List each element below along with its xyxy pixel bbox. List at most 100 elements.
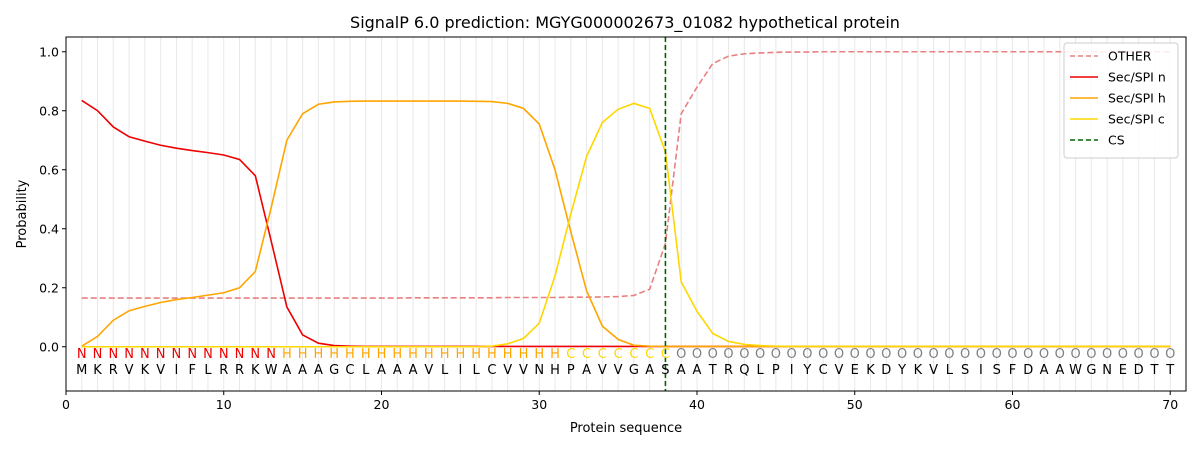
residue-label: R	[724, 363, 733, 378]
residue-label: W	[265, 363, 278, 378]
residue-label: K	[251, 363, 260, 378]
residue-label: K	[93, 363, 102, 378]
legend-label: Sec/SPI c	[1108, 112, 1165, 127]
annotation-label: O	[1165, 347, 1175, 362]
residue-label: V	[125, 363, 134, 378]
annotation-label: O	[802, 347, 812, 362]
residue-label: Q	[739, 363, 749, 378]
y-axis-label: Probability	[15, 179, 30, 248]
residue-label: A	[693, 363, 702, 378]
annotation-label: O	[960, 347, 970, 362]
residue-label: A	[1040, 363, 1049, 378]
legend-box	[1063, 42, 1179, 159]
annotation-label: N	[140, 347, 150, 362]
residue-label: G	[329, 363, 339, 378]
residue-label: H	[550, 363, 560, 378]
annotation-label: O	[771, 347, 781, 362]
residue-label: W	[1069, 363, 1082, 378]
legend-label: CS	[1108, 133, 1125, 148]
annotation-label: O	[818, 347, 828, 362]
annotation-label: H	[329, 347, 339, 362]
residue-label: L	[441, 363, 449, 378]
annotation-label: H	[440, 347, 450, 362]
legend-label: Sec/SPI n	[1108, 70, 1166, 85]
annotation-label: C	[582, 347, 591, 362]
residue-label: A	[582, 363, 591, 378]
residue-label: K	[141, 363, 150, 378]
annotation-label: O	[1118, 347, 1128, 362]
residue-label: I	[175, 363, 179, 378]
residue-label: D	[881, 363, 891, 378]
annotation-label: C	[645, 347, 654, 362]
annotation-label: H	[550, 347, 560, 362]
residue-label: A	[377, 363, 386, 378]
annotation-label: O	[1055, 347, 1065, 362]
residue-label: I	[790, 363, 794, 378]
y-axis: 0.0 0.2 0.4 0.6 0.8 1.0	[39, 44, 66, 354]
y-tick-label: 1.0	[39, 44, 59, 59]
annotation-label: N	[172, 347, 182, 362]
annotation-label: C	[598, 347, 607, 362]
residue-label: F	[188, 363, 195, 378]
annotation-label: O	[1039, 347, 1049, 362]
annotation-label: O	[676, 347, 686, 362]
annotation-label: H	[534, 347, 544, 362]
annotation-label: H	[298, 347, 308, 362]
residue-label: C	[487, 363, 496, 378]
residue-label: R	[109, 363, 118, 378]
annotation-label: N	[250, 347, 260, 362]
annotation-label: H	[361, 347, 371, 362]
annotation-label: O	[881, 347, 891, 362]
annotation-label: O	[834, 347, 844, 362]
legend: OTHER Sec/SPI n Sec/SPI h Sec/SPI c CS	[1063, 42, 1179, 159]
annotation-label: H	[345, 347, 355, 362]
residue-label: A	[1055, 363, 1064, 378]
x-tick-label: 70	[1162, 397, 1178, 412]
residue-label: V	[424, 363, 433, 378]
residue-label: I	[458, 363, 462, 378]
residue-label: A	[677, 363, 686, 378]
annotation-label: H	[282, 347, 292, 362]
residue-label: C	[819, 363, 828, 378]
residue-label: A	[298, 363, 307, 378]
residue-label: N	[534, 363, 544, 378]
y-tick-label: 0.2	[39, 280, 59, 295]
residue-label: K	[866, 363, 875, 378]
residue-label: L	[362, 363, 370, 378]
annotation-label: N	[124, 347, 134, 362]
annotation-label: H	[503, 347, 513, 362]
annotation-label: H	[314, 347, 324, 362]
x-tick-label: 50	[847, 397, 863, 412]
y-tick-label: 0.6	[39, 162, 59, 177]
residue-label: T	[1149, 363, 1158, 378]
residue-label: S	[961, 363, 969, 378]
annotation-label: O	[692, 347, 702, 362]
annotation-label: C	[629, 347, 638, 362]
residue-label: T	[708, 363, 717, 378]
residue-label: D	[1134, 363, 1144, 378]
residue-label: E	[851, 363, 859, 378]
residue-label: S	[993, 363, 1001, 378]
annotation-label: H	[392, 347, 402, 362]
legend-label: Sec/SPI h	[1108, 91, 1166, 106]
annotation-label: O	[1134, 347, 1144, 362]
residue-label: K	[914, 363, 923, 378]
annotation-label: O	[913, 347, 923, 362]
residue-label: V	[519, 363, 528, 378]
residue-label: V	[598, 363, 607, 378]
chart-title: SignalP 6.0 prediction: MGYG000002673_01…	[350, 13, 900, 33]
annotation-label: O	[944, 347, 954, 362]
residue-label: L	[756, 363, 764, 378]
annotation-label: N	[93, 347, 103, 362]
annotation-label: O	[897, 347, 907, 362]
annotation-label: O	[1086, 347, 1096, 362]
residue-label: V	[614, 363, 623, 378]
annotation-label: H	[377, 347, 387, 362]
residue-label: L	[946, 363, 954, 378]
residue-label: S	[661, 363, 669, 378]
residue-label: G	[629, 363, 639, 378]
series-line-sec-spi-h	[81, 100, 1171, 348]
residue-label: V	[156, 363, 165, 378]
residue-label: A	[393, 363, 402, 378]
x-axis: 0 10 20 30 40 50 60 70	[62, 391, 1178, 412]
